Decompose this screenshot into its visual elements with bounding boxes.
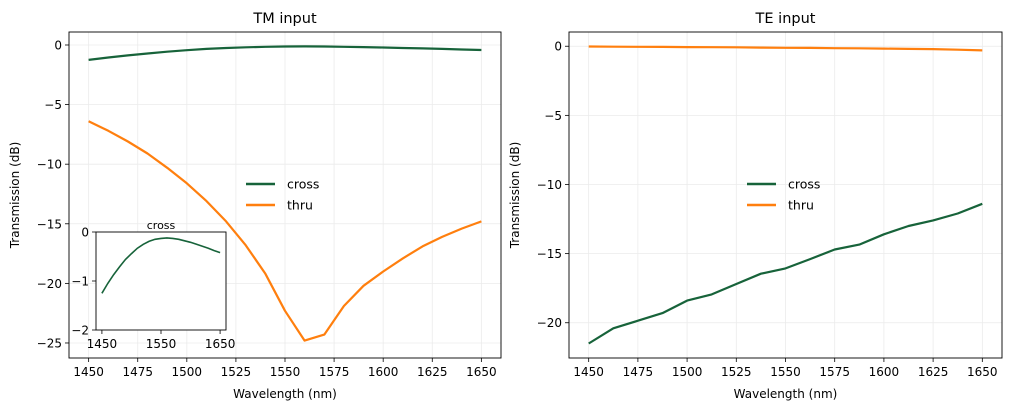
x-tick-label: 1650	[466, 365, 497, 379]
axes-te-input: 1450 1475 1500 1525 1550 1575 1600 1625 1650 0 −5 −…	[508, 11, 1003, 401]
x-tick-label: 1575	[319, 365, 350, 379]
y-axis-label: Transmission (dB)	[8, 142, 22, 250]
x-tick-label: 1600	[368, 365, 399, 379]
x-tick-label: 1450	[573, 365, 604, 379]
series-line-cross	[588, 202, 983, 345]
x-tick-label: 1500	[172, 365, 203, 379]
legend: cross thru	[246, 177, 319, 213]
inset-axes: 1450 1550 1650 0 −1 −2 cross	[71, 219, 235, 351]
inset-x-tick-label: 1550	[146, 337, 177, 351]
inset-y-tick-label: −2	[71, 324, 89, 338]
inset-y-tick-label: −1	[71, 275, 89, 289]
inset-title: cross	[147, 219, 176, 232]
x-tick-label: 1450	[73, 365, 104, 379]
x-axis-label: Wavelength (nm)	[734, 387, 838, 401]
chart-title: TE input	[755, 11, 816, 27]
x-tick-label: 1650	[967, 365, 998, 379]
y-tick-label: −5	[44, 98, 62, 112]
x-tick-label: 1475	[623, 365, 654, 379]
y-tick-label: −15	[37, 217, 62, 231]
legend: cross thru	[747, 177, 820, 213]
legend-label-cross: cross	[287, 177, 319, 192]
inset-x-tick-label: 1650	[205, 337, 236, 351]
x-tick-label: 1625	[417, 365, 448, 379]
x-tick-label: 1600	[869, 365, 900, 379]
series-line-thru	[88, 120, 482, 342]
axes-frame	[68, 31, 502, 359]
inset-series-line-cross	[101, 237, 221, 294]
y-tick-label: −5	[544, 109, 562, 123]
y-tick-label: −20	[537, 316, 562, 330]
inset-x-tick-label: 1450	[87, 337, 118, 351]
y-axis-label: Transmission (dB)	[508, 142, 522, 250]
x-tick-label: 1625	[918, 365, 949, 379]
legend-label-thru: thru	[788, 198, 814, 213]
x-tick-label: 1500	[672, 365, 703, 379]
x-tick-label: 1550	[770, 365, 801, 379]
y-tick-label: 0	[554, 40, 562, 54]
axes-frame	[568, 31, 1003, 359]
y-tick-label: −10	[537, 178, 562, 192]
legend-label-cross: cross	[788, 177, 820, 192]
chart-title: TM input	[252, 11, 317, 27]
x-tick-label: 1525	[221, 365, 252, 379]
x-tick-label: 1575	[819, 365, 850, 379]
x-axis-label: Wavelength (nm)	[233, 387, 337, 401]
y-tick-label: −20	[37, 277, 62, 291]
inset-y-tick-label: 0	[81, 226, 89, 240]
series-line-thru	[588, 45, 983, 52]
axes-tm-input: 1450 1475 1500 1525 1550 1575 1600 1625 1650 0 −5 −…	[8, 11, 502, 401]
legend-label-thru: thru	[287, 198, 313, 213]
x-tick-label: 1525	[721, 365, 752, 379]
series-line-cross	[88, 45, 482, 61]
y-tick-label: −25	[37, 336, 62, 350]
y-tick-label: −15	[537, 247, 562, 261]
inset-background	[96, 232, 226, 330]
y-tick-label: −10	[37, 158, 62, 172]
x-tick-label: 1550	[270, 365, 301, 379]
y-tick-label: 0	[54, 38, 62, 52]
x-tick-label: 1475	[122, 365, 153, 379]
